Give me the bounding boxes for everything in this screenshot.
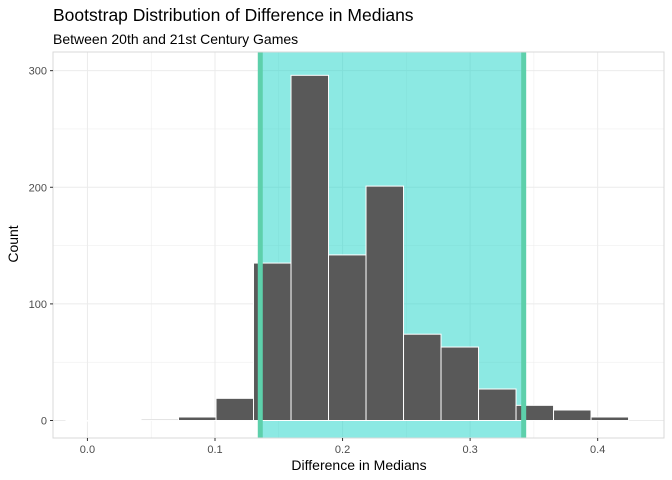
y-tick-label: 300	[29, 66, 47, 78]
x-tick-label: 0.0	[80, 444, 95, 456]
histogram-bar	[440, 346, 480, 422]
chart-subtitle: Between 20th and 21st Century Games	[53, 31, 299, 47]
chart-title: Bootstrap Distribution of Difference in …	[53, 5, 414, 25]
panel-frame	[52, 51, 665, 439]
x-tick-label: 0.4	[590, 444, 605, 456]
confidence-interval-bounds	[257, 52, 527, 438]
histogram-bar	[215, 397, 255, 422]
axis-ticks: 0.0 0.1 0.2 0.3 0.4 0 100 200 300	[29, 66, 606, 456]
histogram-bar	[553, 409, 592, 422]
histogram-bar	[140, 418, 180, 422]
histogram-bar	[178, 416, 217, 422]
histogram-bar	[590, 416, 630, 422]
y-tick-label: 200	[29, 182, 47, 194]
histogram-bar	[65, 420, 105, 422]
panel-border	[52, 51, 665, 439]
x-tick-label: 0.2	[335, 444, 350, 456]
y-axis-title: Count	[5, 225, 21, 262]
y-tick-label: 0	[41, 416, 47, 428]
x-tick-label: 0.3	[462, 444, 477, 456]
histogram-bar	[328, 254, 367, 422]
y-tick-label: 100	[29, 299, 47, 311]
histogram-bar	[478, 388, 517, 422]
histogram-bar	[403, 333, 442, 422]
histogram-bar	[103, 420, 142, 422]
x-tick-label: 0.1	[207, 444, 222, 456]
histogram-bars	[65, 74, 630, 422]
histogram-bar	[365, 185, 405, 422]
histogram-bar	[290, 74, 330, 422]
x-axis-title: Difference in Medians	[291, 457, 426, 473]
